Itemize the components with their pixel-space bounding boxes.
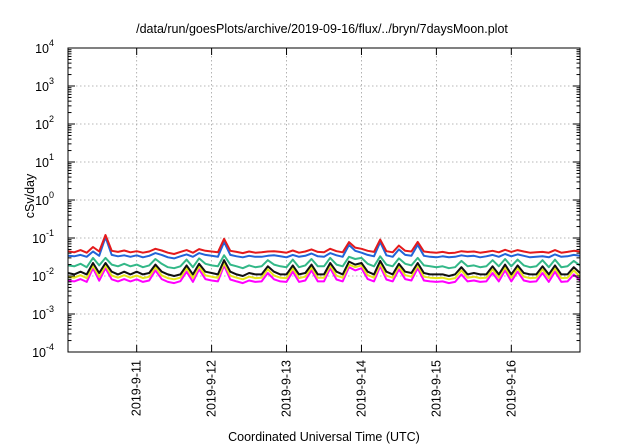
x-tick-label: 2019-9-14 (354, 360, 368, 417)
x-tick-label: 2019-9-12 (205, 360, 219, 417)
y-tick-label: 102 (35, 114, 54, 132)
y-tick-labels: 10-4 10-3 10-2 10-1 100 101 102 103 104 (32, 38, 54, 360)
y-tick-label: 10-1 (32, 228, 54, 246)
series-layer (67, 234, 581, 285)
series-line (67, 234, 581, 255)
x-tick-labels: 2019-9-11 2019-9-12 2019-9-13 2019-9-14 2019… (130, 360, 519, 417)
y-tick-label: 103 (35, 76, 54, 94)
x-tick-label: 2019-9-15 (429, 360, 443, 417)
y-tick-label: 100 (35, 190, 54, 208)
x-tick-label: 2019-9-16 (504, 360, 518, 417)
x-tick-label: 2019-9-11 (130, 360, 144, 416)
grid (68, 48, 580, 352)
y-tick-label: 10-3 (32, 304, 54, 322)
y-tick-label: 101 (35, 152, 54, 170)
axis-ticks (68, 47, 580, 353)
series-line (67, 259, 581, 277)
series-line (67, 236, 581, 260)
x-tick-label: 2019-9-13 (280, 360, 294, 417)
series-line (67, 254, 581, 270)
series-line (67, 264, 581, 285)
chart-title: /data/run/goesPlots/archive/2019-09-16/f… (136, 22, 508, 36)
y-axis-label: cSv/day (23, 173, 37, 218)
y-tick-label: 10-2 (32, 266, 54, 284)
y-tick-label: 104 (35, 38, 54, 56)
y-tick-label: 10-4 (32, 342, 54, 360)
series-line (67, 262, 581, 281)
x-axis-label: Coordinated Universal Time (UTC) (228, 430, 420, 444)
